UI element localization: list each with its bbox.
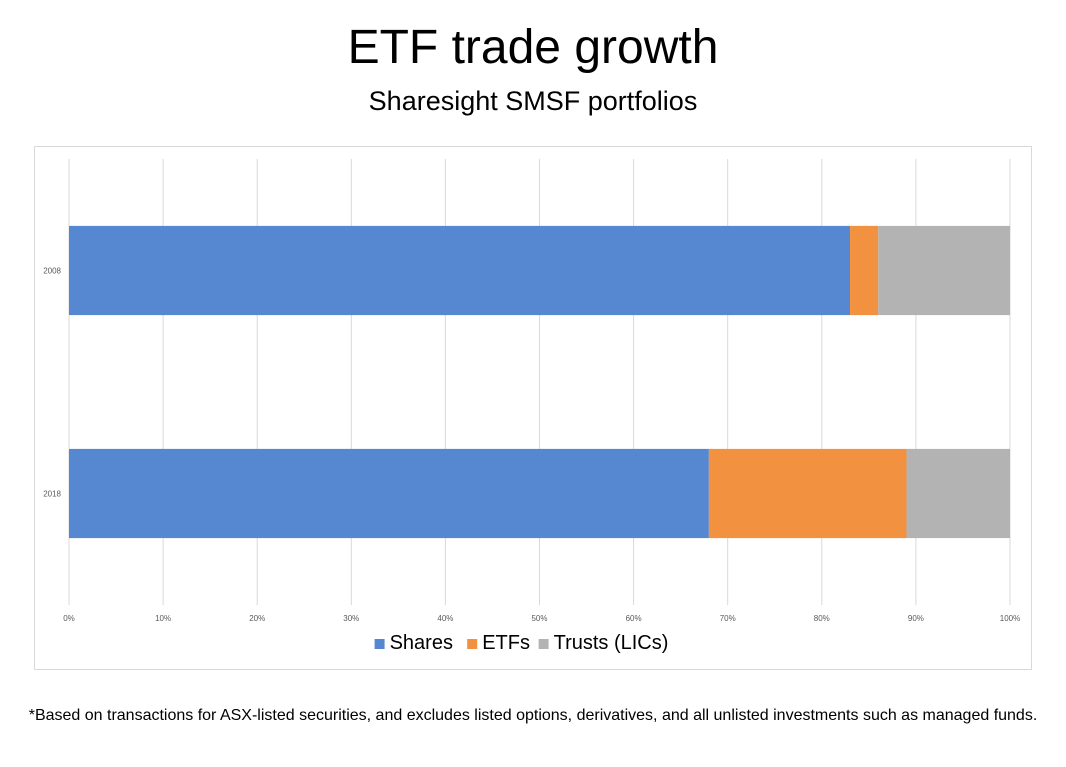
legend-label: Shares [390,632,453,654]
legend-swatch [374,639,385,649]
x-tick-label: 90% [908,614,924,623]
x-tick-label: 30% [343,614,359,623]
x-tick-label: 10% [155,614,171,623]
bar-trusts-lics-2018 [906,448,1010,539]
x-tick-label: 50% [531,614,547,623]
x-tick-label: 80% [814,614,830,623]
stacked-bar-chart: 0% 10% 20% 30% 40% 50% 60% 70% 80% 90% 100% 2008 201… [43,159,1020,654]
y-category-label: 2008 [43,267,61,276]
legend-label: Trusts (LICs) [554,632,669,654]
y-category-label: 2018 [43,490,61,499]
x-tick-label: 40% [437,614,453,623]
footnote: *Based on transactions for ASX-listed se… [28,707,1038,724]
x-tick-label: 70% [720,614,736,623]
x-tick-label: 60% [626,614,642,623]
legend-swatch [467,639,478,649]
bar-trusts-lics-2008 [878,225,1010,316]
x-tick-label: 0% [63,614,75,623]
x-tick-label: 20% [249,614,265,623]
bar-etfs-2008 [850,225,879,316]
chart-title: ETF trade growth [347,21,719,74]
bar-shares-2018 [69,448,709,539]
bar-shares-2008 [69,225,851,316]
legend-label: ETFs [482,632,530,654]
chart-subtitle: Sharesight SMSF portfolios [368,86,698,116]
chart-area: 0% 10% 20% 30% 40% 50% 60% 70% 80% 90% 100% 2008 201… [34,146,1032,670]
bar-etfs-2018 [708,448,907,539]
legend-swatch [538,639,549,649]
x-tick-label: 100% [1000,614,1020,623]
